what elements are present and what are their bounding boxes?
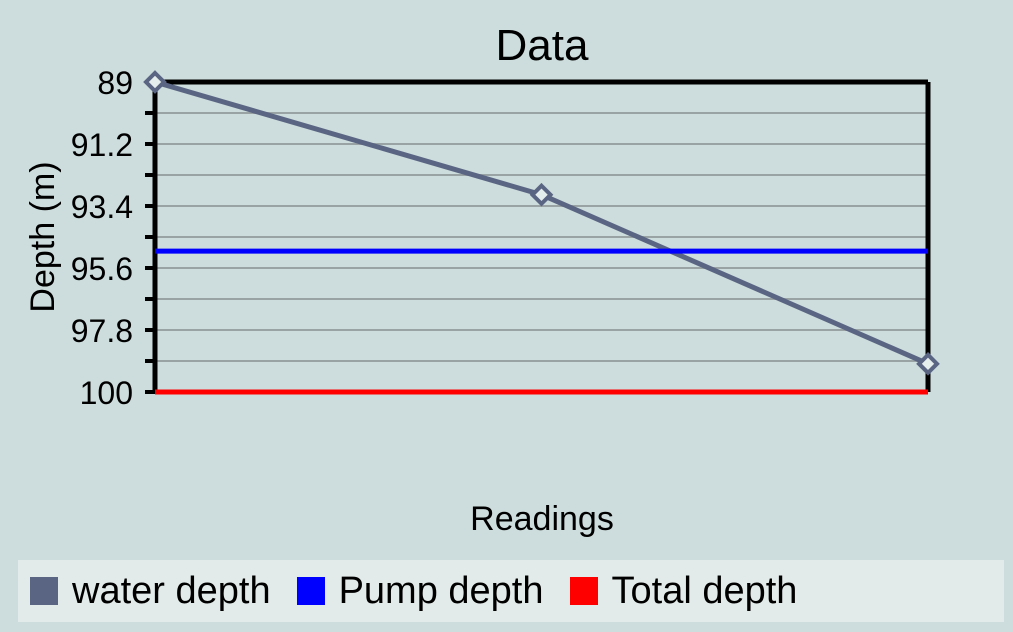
chart: Data Depth (m) Readings 89 91.2 93.4 95.6 97… — [24, 21, 940, 538]
y-axis-label: Depth (m) — [24, 161, 62, 312]
y-tick-label: 95.6 — [71, 251, 133, 287]
y-tick-label: 91.2 — [71, 127, 133, 163]
legend: water depth Pump depth Total depth — [18, 560, 1004, 622]
chart-title: Data — [496, 21, 589, 70]
legend-item-water-depth: water depth — [30, 570, 271, 613]
y-tick-label: 97.8 — [71, 313, 133, 349]
legend-label-pump-depth: Pump depth — [338, 569, 544, 612]
y-tick-label: 100 — [80, 375, 133, 411]
legend-swatch-pump-depth — [296, 577, 325, 605]
gridlines — [155, 112, 928, 362]
legend-label-water-depth: water depth — [72, 569, 271, 612]
data-point-water-depth — [529, 182, 554, 207]
data-point-water-depth — [916, 351, 940, 376]
legend-swatch-water-depth — [30, 577, 58, 605]
legend-label-total-depth: Total depth — [611, 569, 798, 612]
y-tick-label: 89 — [97, 65, 133, 101]
legend-item-pump-depth: Pump depth — [296, 569, 544, 613]
y-tick-label: 93.4 — [71, 189, 133, 225]
x-axis-label: Readings — [470, 500, 614, 538]
series-lines — [143, 70, 940, 395]
series-line-water-depth — [154, 79, 930, 367]
data-point-water-depth — [143, 70, 167, 94]
y-ticks: 89 91.2 93.4 95.6 97.8 100 — [71, 65, 155, 411]
legend-item-total-depth: Total depth — [569, 569, 798, 613]
legend-swatch-total-depth — [569, 577, 598, 605]
